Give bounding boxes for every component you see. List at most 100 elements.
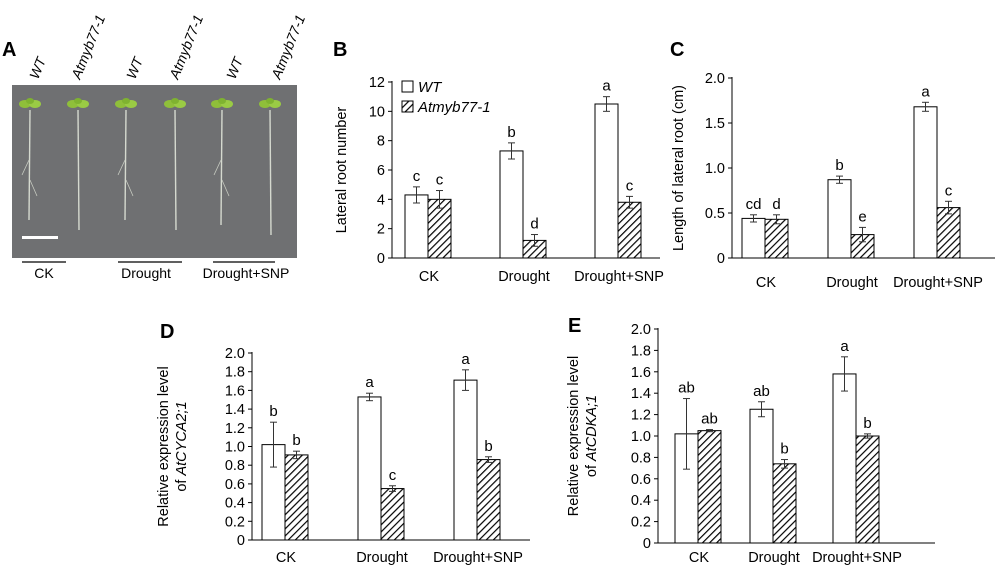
genotype-label: Atmyb77-1 bbox=[268, 12, 309, 82]
seedling-root bbox=[77, 109, 80, 231]
legend-label-wt: WT bbox=[418, 79, 443, 96]
y-tick-label: 1.6 bbox=[225, 383, 245, 399]
y-tick-label: 1.2 bbox=[631, 408, 651, 424]
significance-letter: c bbox=[413, 168, 421, 185]
significance-letter: b bbox=[507, 124, 515, 141]
bar-mutant bbox=[380, 488, 405, 541]
lateral-root bbox=[125, 179, 134, 197]
genotype-label: Atmyb77-1 bbox=[166, 12, 207, 82]
panel-letter-c: C bbox=[670, 39, 684, 61]
significance-letter: b bbox=[863, 415, 871, 432]
significance-letter: a bbox=[461, 351, 470, 368]
chart-d-atcyca2-expression: 0 0.2 0.4 0.6 0.8 1.0 1.2 1.4 1.6 1.8 2.0 Relative … bbox=[156, 346, 530, 566]
lateral-root bbox=[213, 159, 222, 176]
x-tick-label: Drought+SNP bbox=[433, 550, 523, 566]
y-tick-label: 2.0 bbox=[705, 71, 725, 87]
bar-wt bbox=[827, 179, 852, 259]
significance-letter: c bbox=[436, 172, 444, 189]
bar-wt bbox=[357, 396, 382, 541]
y-tick-label: 0.5 bbox=[705, 206, 725, 222]
y-axis-label: Lateral root number bbox=[334, 107, 350, 234]
seedling-root bbox=[28, 109, 31, 221]
y-tick-label: 4 bbox=[377, 192, 385, 208]
panel-letter-d: D bbox=[160, 321, 174, 343]
y-tick-label: 2.0 bbox=[631, 322, 651, 338]
bar-mutant bbox=[936, 207, 961, 259]
y-tick-label: 1.4 bbox=[225, 402, 245, 418]
x-tick-label: Drought bbox=[498, 269, 550, 285]
significance-letter: c bbox=[389, 467, 397, 484]
significance-letter: ab bbox=[701, 411, 718, 428]
legend: WT Atmyb77-1 bbox=[401, 79, 491, 116]
seedling-root bbox=[220, 109, 223, 226]
seedling-leaf bbox=[26, 98, 34, 104]
seedling-photo bbox=[12, 85, 297, 258]
legend-swatch-wt bbox=[401, 80, 414, 93]
legend-swatch-mutant bbox=[401, 100, 414, 113]
x-tick-label: Drought bbox=[826, 275, 878, 291]
y-tick-label: 0.4 bbox=[631, 493, 651, 509]
y-tick-label: 0.4 bbox=[225, 496, 245, 512]
bar-mutant bbox=[772, 463, 797, 544]
significance-letter: b bbox=[835, 157, 843, 174]
seedling-root bbox=[124, 109, 127, 221]
seedling-root bbox=[269, 109, 272, 236]
significance-letter: e bbox=[858, 208, 866, 225]
bar-mutant bbox=[697, 430, 722, 544]
bar-wt bbox=[913, 106, 938, 259]
y-tick-label: 10 bbox=[369, 104, 385, 120]
seedling-leaf bbox=[74, 98, 82, 104]
panel-letter-a: A bbox=[2, 39, 16, 61]
genotype-label: WT bbox=[223, 54, 247, 82]
significance-letter: a bbox=[365, 374, 374, 391]
y-tick-label: 1.0 bbox=[631, 429, 651, 445]
y-axis-label: Relative expression level bbox=[156, 366, 172, 526]
group-label: CK bbox=[34, 265, 54, 281]
x-tick-label: Drought+SNP bbox=[574, 269, 664, 285]
x-tick-label: Drought+SNP bbox=[812, 550, 902, 566]
significance-letter: cd bbox=[746, 196, 762, 213]
seedling-root bbox=[174, 109, 177, 231]
seedling-leaf bbox=[266, 98, 274, 104]
significance-letter: a bbox=[602, 78, 611, 95]
bar-mutant bbox=[284, 454, 309, 541]
y-tick-label: 0.2 bbox=[225, 514, 245, 530]
seedling-leaf bbox=[122, 98, 130, 104]
significance-letter: b bbox=[269, 403, 277, 420]
legend-label-mutant: Atmyb77-1 bbox=[417, 99, 491, 116]
lateral-root bbox=[21, 159, 30, 176]
x-tick-label: CK bbox=[756, 275, 776, 291]
y-tick-label: 0 bbox=[237, 533, 245, 549]
bar-wt bbox=[594, 103, 619, 259]
panel-letter-e: E bbox=[568, 315, 581, 337]
seedling-leaf bbox=[218, 98, 226, 104]
lateral-root bbox=[29, 179, 38, 197]
significance-letter: b bbox=[484, 438, 492, 455]
significance-letter: a bbox=[840, 338, 849, 355]
x-tick-label: CK bbox=[689, 550, 709, 566]
y-tick-label: 0.8 bbox=[225, 458, 245, 474]
y-tick-label: 8 bbox=[377, 134, 385, 150]
y-tick-label: 2 bbox=[377, 222, 385, 238]
genotype-labels: WT Atmyb77-1 WT Atmyb77-1 WT Atmyb77-1 bbox=[26, 12, 308, 82]
y-tick-label: 0.8 bbox=[631, 450, 651, 466]
panel-a: A WT Atmyb77-1 WT Atmyb77-1 WT Atmyb77-1 CK Dr… bbox=[2, 12, 308, 281]
panel-letter-b: B bbox=[333, 39, 347, 61]
lateral-root bbox=[117, 159, 126, 176]
y-tick-label: 0 bbox=[377, 251, 385, 267]
seedling-leaf bbox=[171, 98, 179, 104]
y-axis-label: Relative expression level bbox=[566, 356, 582, 516]
bar-mutant bbox=[476, 459, 501, 541]
y-tick-label: 0.6 bbox=[631, 472, 651, 488]
y-tick-label: 0.2 bbox=[631, 515, 651, 531]
y-tick-label: 1.0 bbox=[225, 440, 245, 456]
bar-mutant bbox=[764, 218, 789, 259]
y-tick-label: 12 bbox=[369, 75, 385, 91]
y-axis-label-gene: of AtCDKA;1 bbox=[584, 395, 600, 477]
bar-wt bbox=[404, 194, 429, 259]
significance-letter: ab bbox=[678, 380, 695, 397]
scale-bar bbox=[22, 236, 58, 239]
chart-c-lateral-root-length: 0 0.5 1.0 1.5 2.0 Length of lateral root (cm)… bbox=[671, 71, 995, 291]
